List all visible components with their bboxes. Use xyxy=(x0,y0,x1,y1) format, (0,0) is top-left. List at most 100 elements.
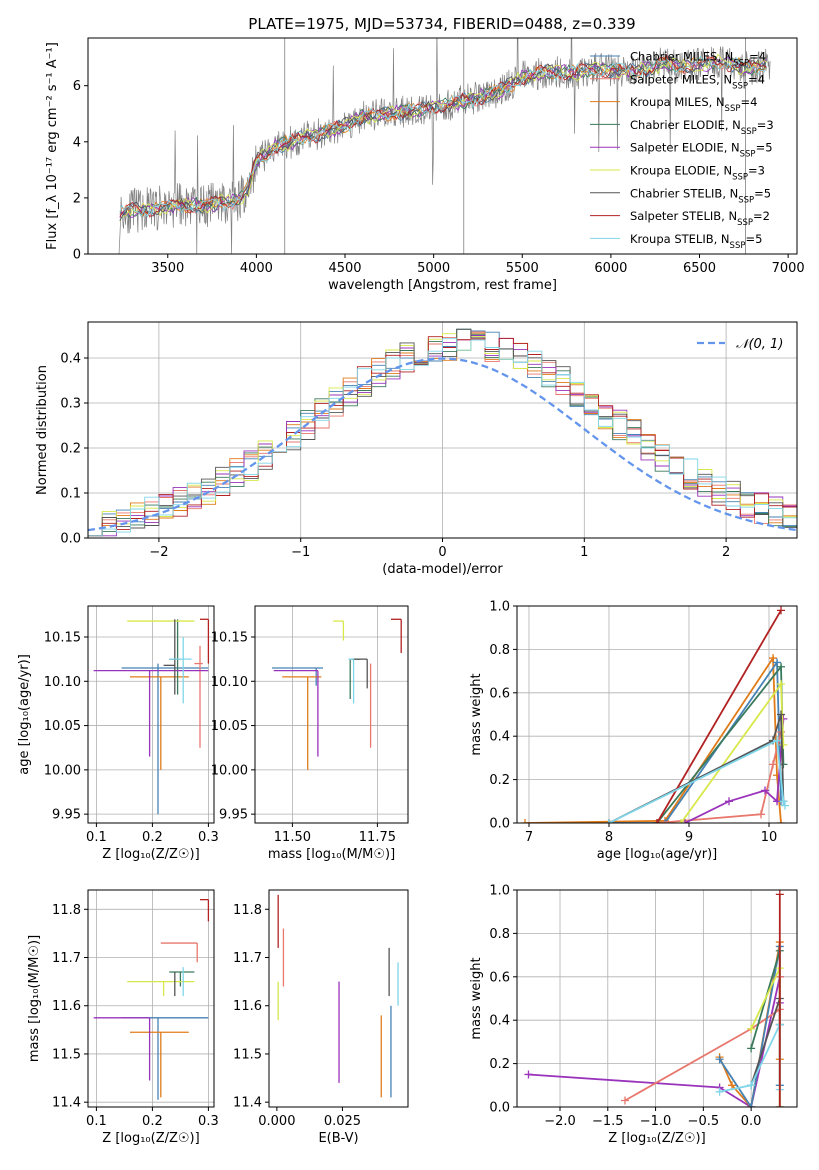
mass-weight-marker xyxy=(715,1087,724,1096)
y-tick-label: 11.6 xyxy=(52,999,81,1014)
mass-weight-line xyxy=(719,1024,781,1093)
mass-weight-marker xyxy=(620,1096,629,1105)
x-tick-label: 5500 xyxy=(506,261,539,276)
x-tick-label: 1 xyxy=(580,545,588,560)
x-tick-label: 0.025 xyxy=(324,1114,361,1129)
y-tick-label: 0.0 xyxy=(489,817,510,832)
x-tick-label: 0.2 xyxy=(142,830,163,845)
y-axis-label: Normed distribution xyxy=(35,365,50,495)
x-axis-label: Z [log₁₀(Z/Z☉)] xyxy=(102,1131,199,1146)
y-tick-label: 10.05 xyxy=(211,719,248,734)
x-tick-label: 0.1 xyxy=(86,1114,107,1129)
x-tick-label: −1.0 xyxy=(640,1114,672,1129)
mass-weight-marker xyxy=(725,797,733,806)
panel-mass-vs-EBV: 0.000 0.025 11.4 11.5 11.6 11.7 11.8 E(B-V) xyxy=(233,889,409,1146)
mass-weight-marker xyxy=(779,740,788,749)
x-tick-label: −1 xyxy=(291,545,310,560)
y-tick-label: 0.6 xyxy=(489,686,510,701)
x-tick-label: 4000 xyxy=(240,261,273,276)
legend-subscript: SSP xyxy=(741,127,757,137)
mass-weight-line xyxy=(680,681,785,823)
panel-age-vs-Z: 0.1 0.2 0.3 9.95 10.00 10.05 10.10 10.15 Z [log₁… xyxy=(17,605,219,862)
plot-area-mass-weight-vs-Z xyxy=(524,890,784,1107)
x-tick-label: 0.3 xyxy=(198,830,219,845)
y-tick-label: 0.2 xyxy=(489,1057,510,1072)
axes-frame xyxy=(87,889,215,1108)
x-tick-label: 3500 xyxy=(151,261,184,276)
x-tick-label: 10 xyxy=(761,830,778,845)
x-tick-label: 0.000 xyxy=(258,1114,295,1129)
mass-weight-marker xyxy=(773,736,781,745)
panel-mass-weight-vs-age: 7 8 9 10 0.0 0.2 0.4 0.6 0.8 1.0 age [log₁₀(age/yr… xyxy=(469,600,798,862)
y-tick-label: 2 xyxy=(73,191,81,206)
mass-weight-marker xyxy=(747,1081,756,1090)
x-axis-label: wavelength [Angstrom, rest frame] xyxy=(328,278,557,293)
y-tick-label: 9.95 xyxy=(219,808,248,823)
mass-weight-marker xyxy=(761,786,769,795)
model-line xyxy=(119,55,767,222)
y-tick-label: 0.1 xyxy=(60,487,81,502)
y-tick-label: 0.6 xyxy=(489,970,510,985)
mass-weight-line xyxy=(524,655,782,823)
y-tick-label: 4 xyxy=(73,135,81,150)
y-tick-label: 0.4 xyxy=(60,352,81,367)
x-tick-label: 8 xyxy=(605,830,613,845)
axes-frame xyxy=(87,605,215,824)
mass-weight-marker xyxy=(769,760,777,769)
x-axis-label: mass [log₁₀(M/M☉)] xyxy=(268,847,395,862)
legend-subscript: SSP xyxy=(740,150,756,160)
x-tick-label: 11.50 xyxy=(274,830,311,845)
plot-area-residuals xyxy=(88,328,797,537)
legend-tail: =5 xyxy=(745,232,762,246)
legend-subscript: SSP xyxy=(730,241,746,251)
mass-weight-marker xyxy=(681,819,689,823)
plot-area-mass-vs-Z xyxy=(93,898,210,1100)
legend-label: Chabrier ELODIE, NSSP=3 xyxy=(630,118,774,137)
mass-weight-marker xyxy=(777,710,785,719)
y-tick-label: 11.4 xyxy=(233,1096,262,1111)
y-tick-label: 11.6 xyxy=(233,999,262,1014)
plot-area-age-vs-Z xyxy=(93,618,210,815)
model-line xyxy=(119,55,767,218)
y-tick-label: 0.3 xyxy=(60,397,81,412)
y-tick-label: 11.8 xyxy=(233,903,262,918)
legend-label: Salpeter ELODIE, NSSP=5 xyxy=(630,141,773,160)
y-tick-label: 0.8 xyxy=(489,643,510,658)
x-tick-label: 0.0 xyxy=(741,1114,762,1129)
y-tick-label: 10.00 xyxy=(211,763,248,778)
legend-tail: =4 xyxy=(748,72,765,86)
y-tick-label: 1.0 xyxy=(489,884,510,899)
legend-subscript: SSP xyxy=(732,173,748,183)
x-tick-label: 11.75 xyxy=(359,830,396,845)
figure-title: PLATE=1975, MJD=53734, FIBERID=0488, z=0… xyxy=(248,15,635,33)
legend-label: Kroupa ELODIE, NSSP=3 xyxy=(630,164,765,183)
plot-layer: 3500 4000 4500 5000 5500 6000 6500 7000 0 2 4 6 wave… xyxy=(17,37,805,1146)
mass-weight-line xyxy=(608,739,786,823)
plot-area-mass-weight-vs-age xyxy=(521,606,789,823)
x-axis-label: Z [log₁₀(Z/Z☉)] xyxy=(102,847,199,862)
y-tick-label: 0.0 xyxy=(60,532,81,547)
legend-subscript: SSP xyxy=(737,218,753,228)
y-tick-label: 6 xyxy=(73,79,81,94)
mass-weight-marker xyxy=(777,606,785,615)
mass-weight-marker xyxy=(677,819,685,823)
mass-weight-marker xyxy=(653,819,661,823)
legend-label: Salpeter STELIB, NSSP=2 xyxy=(630,209,770,228)
y-tick-label: 1.0 xyxy=(489,600,510,615)
legend-tail: =3 xyxy=(757,118,774,132)
y-tick-label: 10.15 xyxy=(211,631,248,646)
y-tick-label: 0.8 xyxy=(489,927,510,942)
legend-label: Salpeter MILES, NSSP=4 xyxy=(630,72,765,91)
x-tick-label: −2 xyxy=(149,545,168,560)
x-tick-label: 7000 xyxy=(772,261,805,276)
plot-area-spectrum xyxy=(118,38,771,254)
y-tick-label: 0.2 xyxy=(489,773,510,788)
normal-curve xyxy=(88,357,797,532)
x-tick-label: 9 xyxy=(685,830,693,845)
legend-tail: =2 xyxy=(753,209,770,223)
y-tick-label: 0 xyxy=(73,248,81,263)
residual-histogram xyxy=(88,338,797,537)
y-axis-label: mass weight xyxy=(469,673,484,755)
panel-age-vs-mass: 11.50 11.75 9.95 10.00 10.05 10.10 10.15 mass [… xyxy=(211,605,409,862)
mass-weight-marker xyxy=(715,1055,724,1064)
